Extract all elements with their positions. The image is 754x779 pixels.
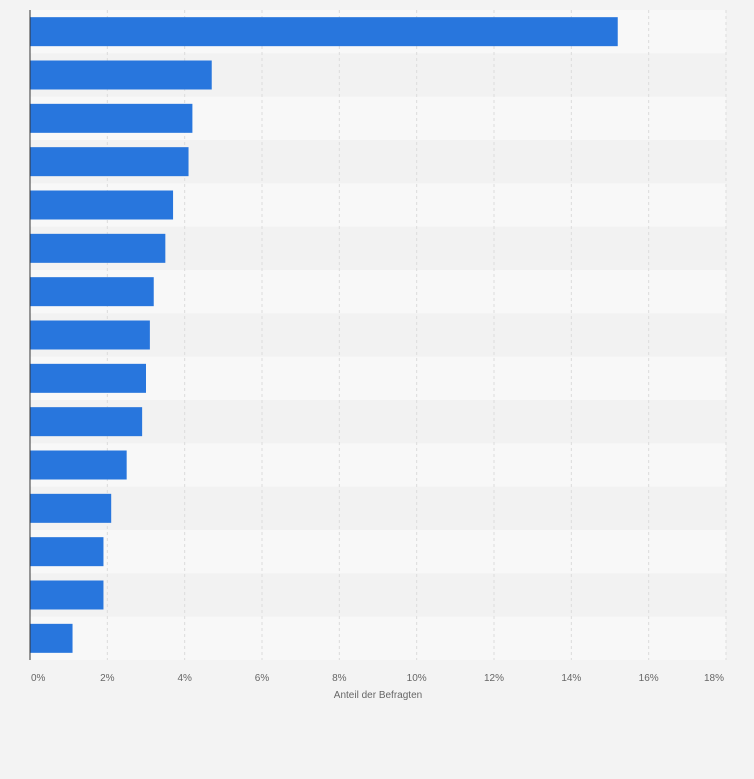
x-tick-label: 8% xyxy=(332,673,347,684)
bar[interactable] xyxy=(30,580,104,610)
x-tick-label: 4% xyxy=(177,673,192,684)
bar[interactable] xyxy=(30,537,104,567)
x-tick-label: 16% xyxy=(639,673,659,684)
bar[interactable] xyxy=(30,623,73,653)
x-tick-label: 6% xyxy=(255,673,270,684)
row-band xyxy=(30,530,726,574)
bar[interactable] xyxy=(30,190,174,220)
bar[interactable] xyxy=(30,103,193,133)
row-band xyxy=(30,573,726,617)
bar[interactable] xyxy=(30,320,150,350)
bar[interactable] xyxy=(30,233,166,263)
bar[interactable] xyxy=(30,147,189,177)
bar[interactable] xyxy=(30,493,112,523)
x-tick-label: 14% xyxy=(561,673,581,684)
x-axis-ticks: 0% 2% 4% 6% 8% 10% 12% 14% 16% 18% xyxy=(31,673,724,684)
row-band xyxy=(30,443,726,487)
x-tick-label: 18% xyxy=(704,673,724,684)
row-band xyxy=(30,486,726,530)
bar[interactable] xyxy=(30,450,127,480)
x-axis-title: Anteil der Befragten xyxy=(334,690,422,701)
row-band xyxy=(30,400,726,444)
bar[interactable] xyxy=(30,363,146,393)
x-tick-label: 2% xyxy=(100,673,115,684)
bar[interactable] xyxy=(30,17,618,47)
x-tick-label: 12% xyxy=(484,673,504,684)
x-tick-label: 0% xyxy=(31,673,46,684)
bar[interactable] xyxy=(30,277,154,307)
bar[interactable] xyxy=(30,60,212,90)
bar[interactable] xyxy=(30,407,143,437)
x-tick-label: 10% xyxy=(407,673,427,684)
row-band xyxy=(30,616,726,660)
bars xyxy=(30,17,618,653)
